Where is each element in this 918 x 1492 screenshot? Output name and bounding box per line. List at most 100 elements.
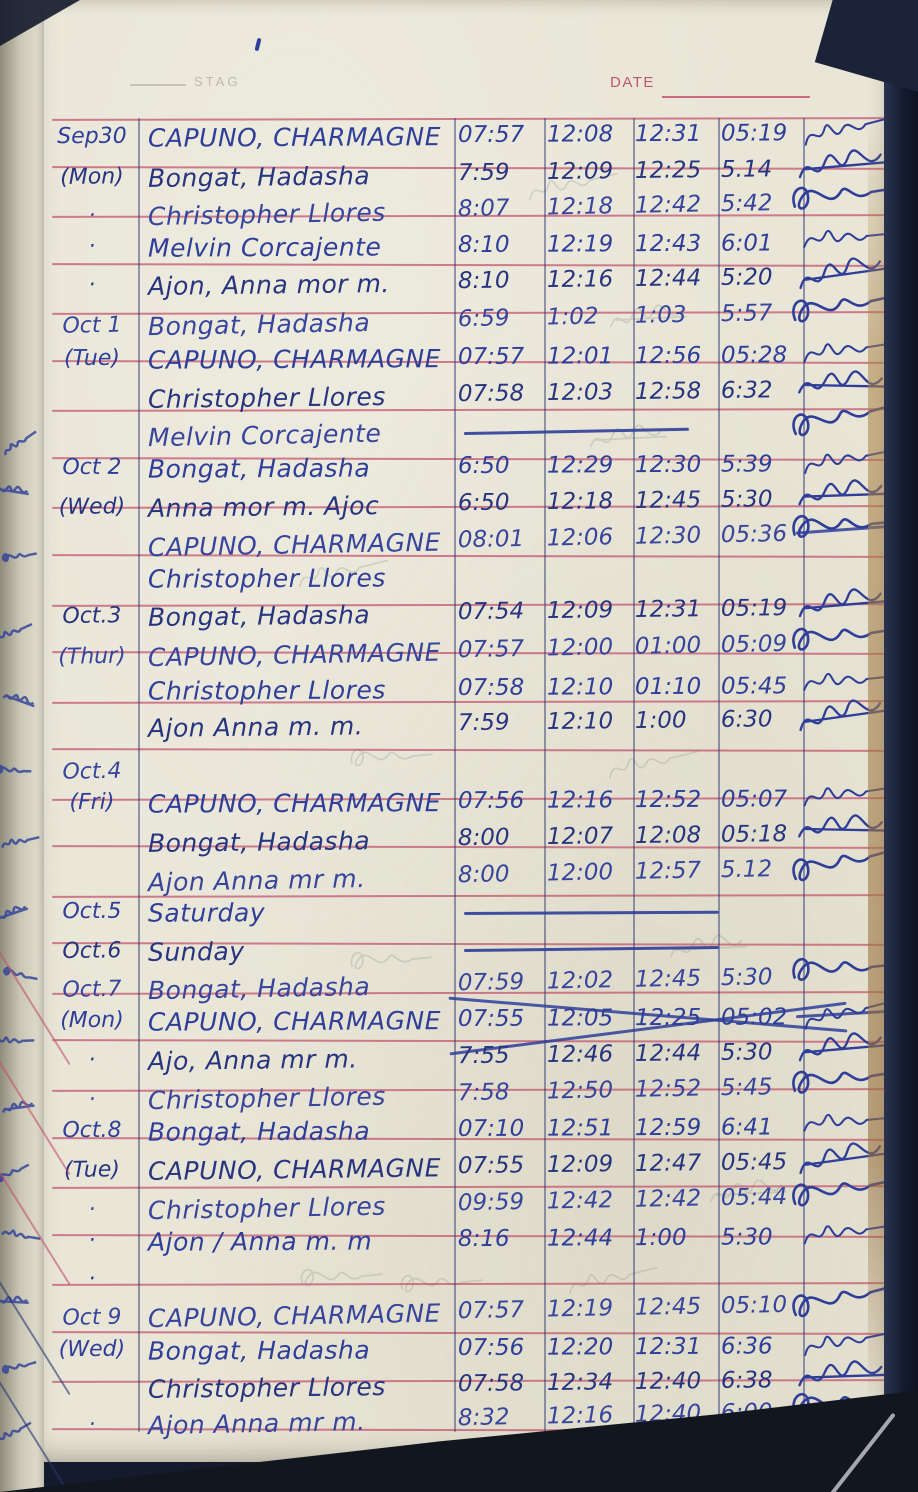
signature-scribble xyxy=(803,1113,897,1132)
date-cell: (Thur) xyxy=(57,643,126,670)
lunch-out-cell: 12:00 xyxy=(546,634,614,662)
time-in-cell: 6:50 xyxy=(457,489,510,517)
name-cell: Ajon / Anna m. m xyxy=(147,1226,373,1257)
time-in-cell: 7:55 xyxy=(457,1042,510,1070)
date-cell: (Mon) xyxy=(60,164,124,190)
lunch-out-cell: 12:29 xyxy=(546,452,614,479)
time-in-cell: 07:57 xyxy=(457,635,525,664)
name-cell: CAPUNO, CHARMAGNE xyxy=(147,637,442,673)
time-in-cell: 8:07 xyxy=(457,195,510,223)
time-in-cell: 8:10 xyxy=(457,267,510,295)
time-in-cell: 07:59 xyxy=(457,968,525,997)
name-cell: Sunday xyxy=(147,936,245,967)
lunch-in-cell: 12:30 xyxy=(634,451,702,479)
column-line xyxy=(544,118,546,1432)
date-cell: · xyxy=(88,1087,96,1113)
log-row: Melvin Corcajente xyxy=(44,403,898,461)
date-cell: Oct.3 xyxy=(62,603,122,629)
time-out-cell xyxy=(721,745,809,747)
ink-tick-mark xyxy=(254,37,262,52)
lunch-in-cell: 12:52 xyxy=(634,786,702,814)
signature-scribble xyxy=(792,294,898,323)
lunch-out-cell: 12:08 xyxy=(546,121,614,148)
name-cell: Christopher Llores xyxy=(147,382,386,414)
time-in-cell: 8:32 xyxy=(457,1404,510,1432)
log-row: Oct 1 Bongat, Hadasha 6:59 1:02 1:03 5:57 xyxy=(44,294,898,350)
log-row: · Christopher Llores 8:07 12:18 12:42 5:42 xyxy=(44,186,899,240)
column-line xyxy=(633,118,635,1432)
lunch-in-cell: 12:52 xyxy=(634,1075,702,1103)
lunch-out-cell: 12:50 xyxy=(546,1077,614,1105)
time-in-cell: 6:50 xyxy=(457,452,510,480)
lunch-in-cell: 12:42 xyxy=(634,191,702,219)
lunch-in-cell: 12:43 xyxy=(634,230,702,258)
lunch-in-cell: 12:58 xyxy=(634,378,702,405)
name-cell: Melvin Corcajente xyxy=(147,418,382,453)
time-out-cell: 5:39 xyxy=(720,451,773,478)
signature-scribble xyxy=(792,1284,898,1318)
lunch-in-cell xyxy=(635,931,723,932)
margin-ink-scribble xyxy=(0,623,33,642)
name-cell: Christopher Llores xyxy=(147,675,386,706)
lunch-out-cell xyxy=(547,932,635,933)
page-stack-edge xyxy=(868,110,886,1410)
log-row: Sep30 CAPUNO, CHARMAGNE 07:57 12:08 12:31 05:… xyxy=(44,115,895,160)
lunch-out-cell: 12:19 xyxy=(546,1295,614,1323)
lunch-out-cell: 12:09 xyxy=(546,158,614,186)
name-cell: Bongat, Hadasha xyxy=(147,453,371,484)
lunch-in-cell: 1:03 xyxy=(634,301,687,329)
time-in-cell: 8:16 xyxy=(457,1225,510,1253)
lunch-in-cell: 12:47 xyxy=(634,1150,702,1177)
lunch-out-cell: 1:02 xyxy=(546,303,599,331)
date-cell: Sep30 xyxy=(57,123,127,150)
name-cell: Anna mor m. Ajoc xyxy=(147,491,380,523)
date-cell: Oct 1 xyxy=(62,312,122,339)
lunch-in-cell: 12:45 xyxy=(634,1293,702,1321)
log-row: (Fri) CAPUNO, CHARMAGNE 07:56 12:16 12:52 05:… xyxy=(44,785,897,826)
lunch-out-cell: 12:16 xyxy=(546,787,614,814)
time-in-cell: 7:58 xyxy=(457,1079,510,1107)
date-cell: Oct.5 xyxy=(62,898,122,925)
lunch-out-cell: 12:18 xyxy=(546,488,614,516)
time-in-cell: 7:59 xyxy=(457,709,510,737)
lunch-out-cell: 12:51 xyxy=(546,1115,614,1142)
time-out-cell: 5:30 xyxy=(720,1224,773,1251)
date-cell xyxy=(46,423,138,425)
signature-scribble xyxy=(792,514,900,538)
signature-scribble xyxy=(792,403,898,437)
lunch-in-cell: 1:00 xyxy=(634,707,687,734)
lunch-out-cell: 12:01 xyxy=(546,343,614,370)
log-row: (Thur) CAPUNO, CHARMAGNE 07:57 12:00 01:00 05… xyxy=(44,627,899,681)
name-cell: Saturday xyxy=(147,898,266,928)
name-cell: CAPUNO, CHARMAGNE xyxy=(147,1006,442,1037)
date-cell: · xyxy=(88,203,96,229)
lunch-in-cell: 12:45 xyxy=(634,487,702,514)
ink-bleed-squiggle xyxy=(568,1266,659,1295)
lunch-out-cell: 12:44 xyxy=(546,1225,614,1252)
time-in-cell: 09:59 xyxy=(457,1188,525,1217)
faint-print-line xyxy=(130,84,186,86)
date-cell xyxy=(46,714,138,715)
date-cell: Oct.8 xyxy=(62,1117,122,1144)
lunch-out-cell: 12:03 xyxy=(546,379,614,407)
date-cell: · xyxy=(88,1412,96,1438)
date-cell: · xyxy=(88,1227,96,1253)
time-in-cell: 07:57 xyxy=(457,343,525,371)
lunch-in-cell: 01:00 xyxy=(634,632,702,660)
book-cover-edge xyxy=(884,0,918,1492)
lunch-out-cell: 12:02 xyxy=(546,967,614,995)
date-label: DATE xyxy=(610,74,655,91)
name-cell: Bongat, Hadasha xyxy=(147,826,371,858)
lunch-in-cell: 12:08 xyxy=(634,822,702,849)
name-cell: Ajo, Anna mr m. xyxy=(147,1044,358,1076)
log-row: Ajon Anna mr m. 8:00 12:00 12:57 5.12 xyxy=(44,848,898,906)
signature-scribble xyxy=(792,627,899,651)
time-in-cell: 07:58 xyxy=(457,674,525,702)
lunch-out-cell: 12:06 xyxy=(546,524,614,552)
ink-bleed-squiggle xyxy=(300,1268,383,1287)
time-in-cell xyxy=(458,1261,546,1262)
time-in-cell xyxy=(458,933,546,934)
ink-bleed-squiggle xyxy=(528,172,619,201)
time-in-cell: 6:59 xyxy=(457,305,510,333)
name-cell: CAPUNO, CHARMAGNE xyxy=(147,122,442,153)
